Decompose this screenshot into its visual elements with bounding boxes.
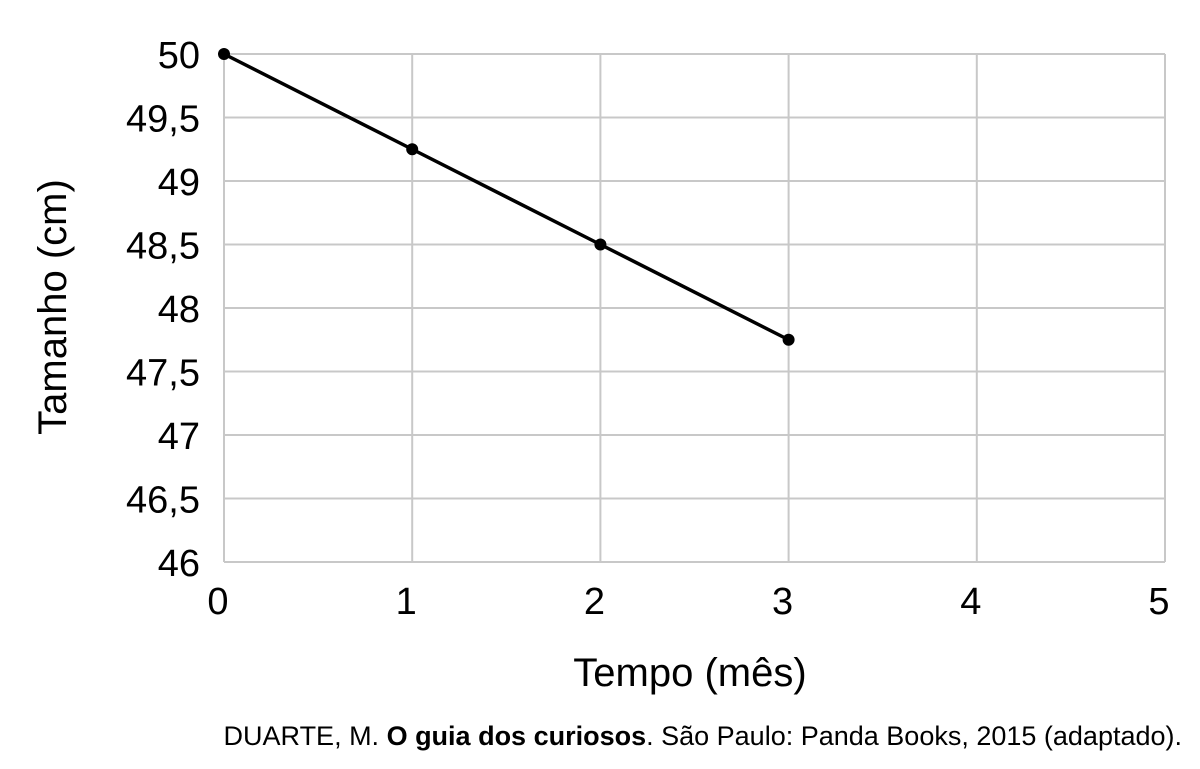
citation-book-title: O guia dos curiosos (386, 721, 647, 751)
source-citation: DUARTE, M. O guia dos curiosos. São Paul… (0, 721, 1182, 752)
x-axis-title: Tempo (mês) (573, 651, 806, 695)
grid (224, 53, 1166, 562)
y-tick-label: 46,5 (126, 480, 200, 522)
x-tick-label: 3 (772, 581, 793, 623)
x-tick-labels: 0 1 2 3 4 5 (207, 581, 1169, 623)
x-tick-label: 2 (584, 581, 605, 623)
y-tick-label: 47 (158, 416, 200, 458)
series (218, 48, 795, 346)
y-tick-label: 49,5 (126, 99, 200, 141)
citation-publisher: . São Paulo: Panda Books, 2015 (adaptado… (646, 721, 1182, 751)
y-tick-label: 47,5 (126, 353, 200, 395)
y-tick-labels: 46 46,5 47 47,5 48 48,5 49 49,5 50 (126, 35, 200, 585)
x-tick-label: 0 (207, 581, 228, 623)
x-tick-label: 1 (396, 581, 417, 623)
y-tick-label: 48,5 (126, 226, 200, 268)
x-tick-label: 4 (960, 581, 981, 623)
y-tick-label: 50 (158, 35, 200, 77)
series-line (223, 52, 790, 342)
data-point (782, 333, 795, 346)
data-point (594, 238, 607, 251)
x-tick-label: 5 (1148, 581, 1169, 623)
data-point (218, 48, 230, 60)
line-chart: 46 46,5 47 47,5 48 48,5 49 49,5 50 0 1 2 3 4 5 Tamanh… (31, 35, 1170, 695)
citation-author: DUARTE, M. (223, 721, 387, 751)
y-tick-label: 48 (158, 289, 200, 331)
y-axis-title: Tamanho (cm) (31, 179, 75, 435)
y-tick-label: 46 (158, 543, 200, 585)
y-tick-label: 49 (158, 162, 200, 204)
data-point (406, 143, 419, 156)
axes (223, 54, 1165, 563)
